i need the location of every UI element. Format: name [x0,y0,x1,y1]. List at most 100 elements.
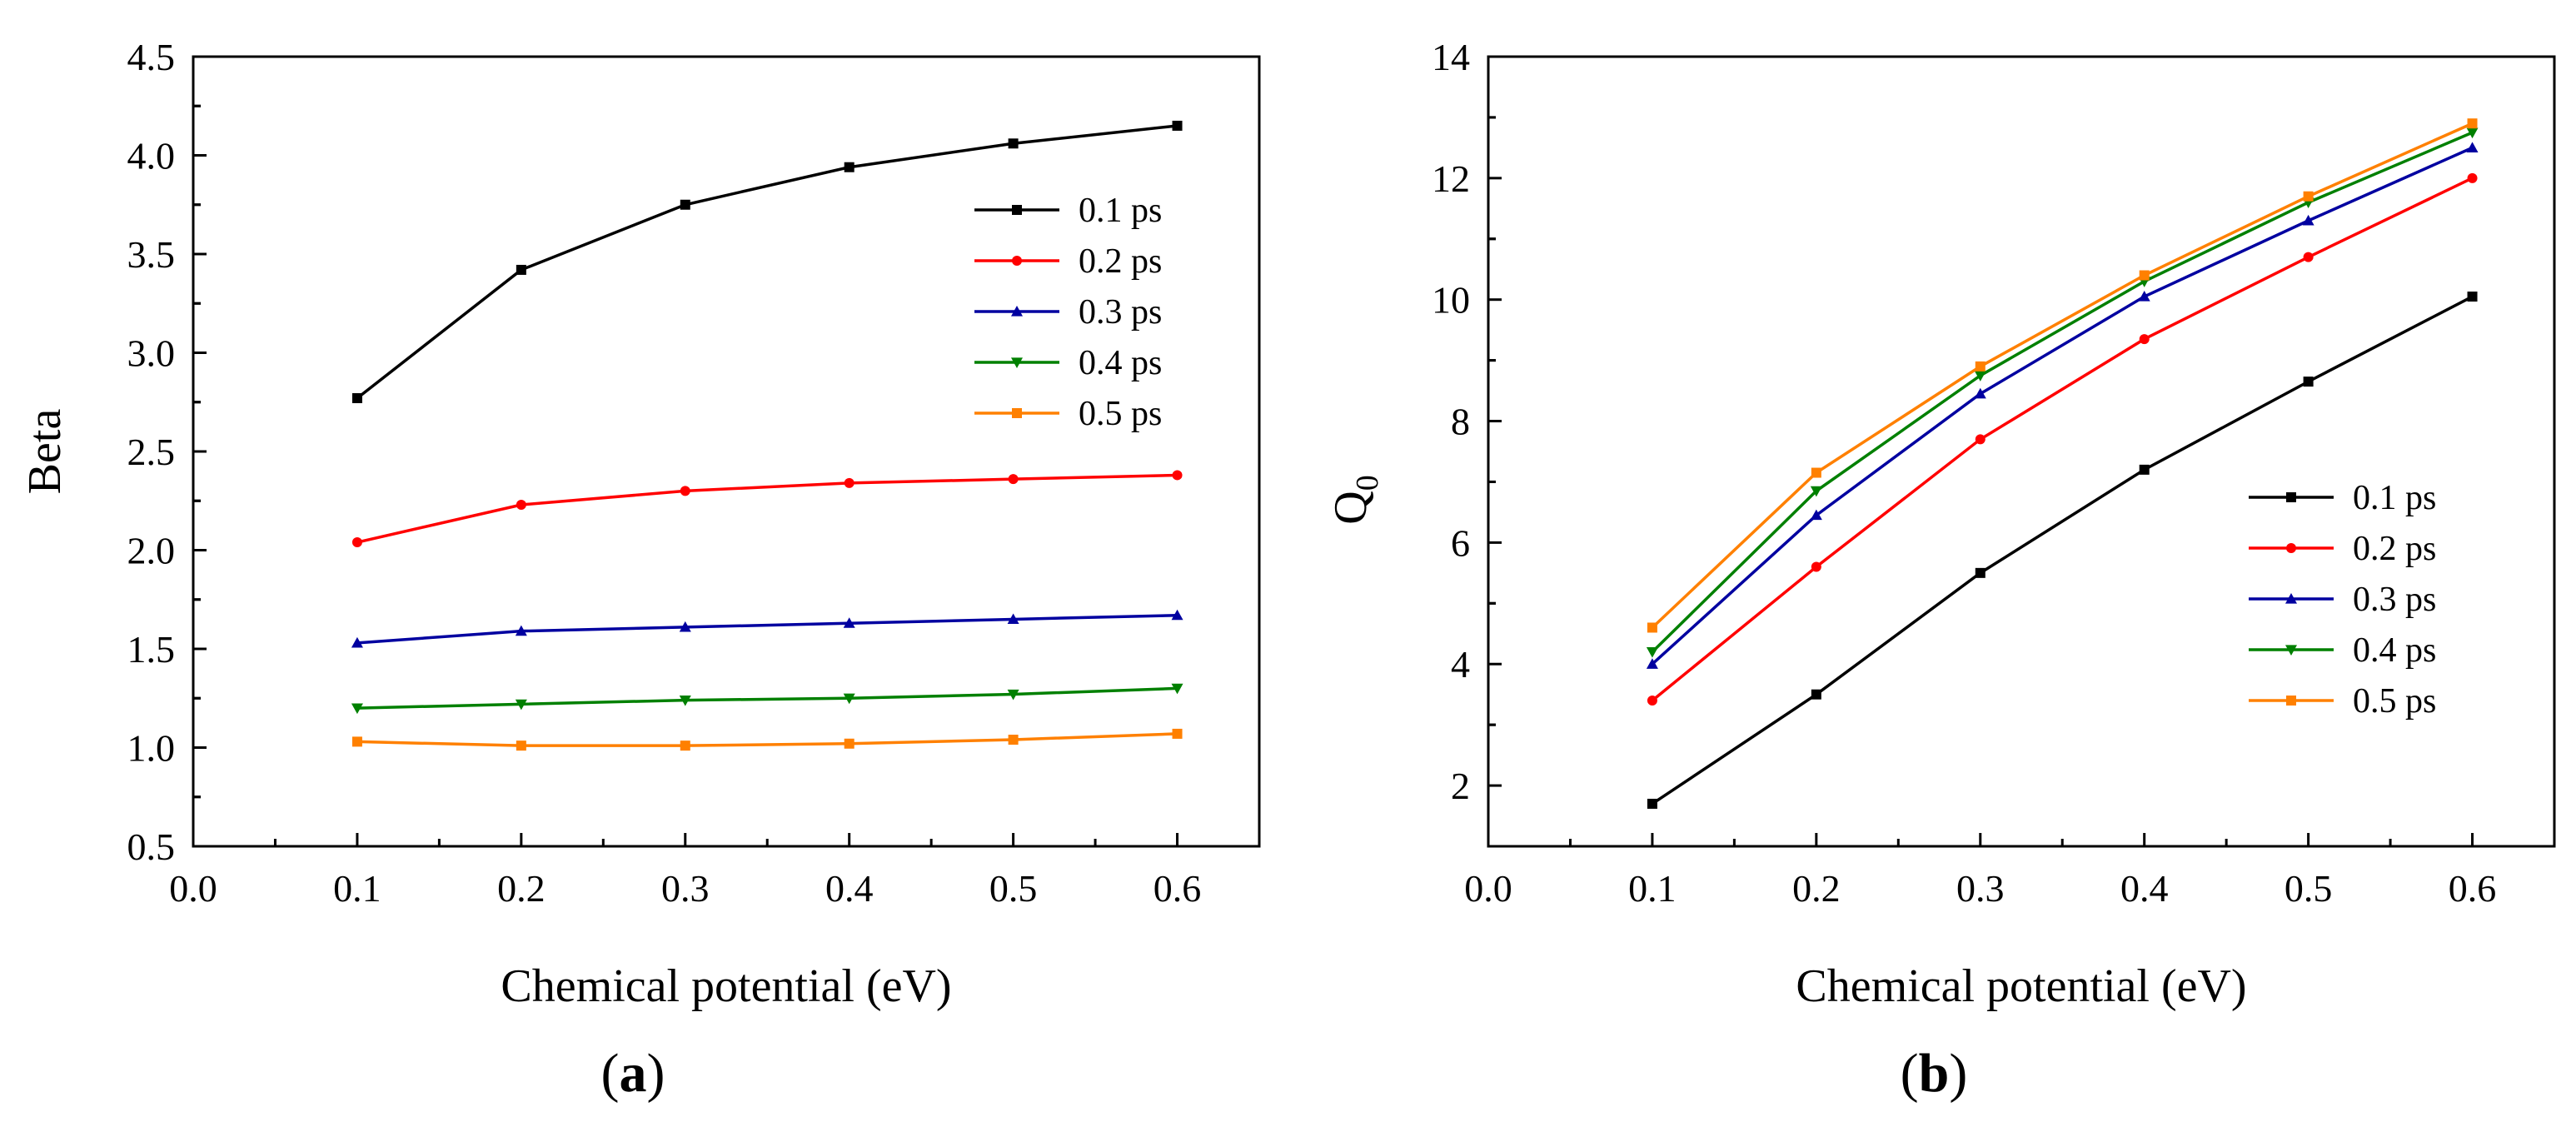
data-point [1647,695,1657,706]
panel-label-part: ( [1901,1043,1919,1104]
series-line [356,732,1178,747]
data-point [843,617,855,628]
data-point [2466,142,2479,152]
y-tick-label: 2 [1451,765,1470,807]
data-point [351,636,363,648]
data-point [515,625,527,636]
series-0-1-ps [351,120,1183,404]
data-point [1171,683,1183,695]
data-point [1172,470,1183,481]
data-point [1975,434,1986,445]
x-tick-label: 0.5 [2285,867,2333,910]
series-0-1-ps [1647,292,2478,809]
y-tick-label: 2.0 [127,530,176,572]
x-tick-label: 0.5 [989,867,1038,910]
legend-label: 0.5 ps [1079,395,1162,433]
data-point [1811,689,1821,700]
panel-label-part: ) [1949,1043,1967,1104]
y-tick-label: 4.0 [127,135,176,177]
series-0-4-ps [351,683,1183,715]
y-tick-label: 12 [1432,157,1470,200]
series-line [356,473,1178,544]
data-point [351,393,362,404]
x-tick-label: 0.0 [169,867,217,910]
data-point [1811,467,1821,478]
data-point [1008,735,1019,746]
data-point [1646,647,1658,658]
plot-frame [192,55,1261,848]
data-point [844,477,855,488]
legend-label: 0.3 ps [2353,581,2436,619]
legend-label: 0.4 ps [2353,631,2436,670]
legend-label: 0.2 ps [1079,242,1162,281]
y-tick-label: 1.5 [127,628,176,671]
data-point [1008,138,1019,149]
series-line [356,686,1178,710]
y-axis-title: Q0 [1325,475,1385,524]
data-point [2467,292,2478,302]
legend-swatch-marker [2285,645,2297,656]
y-axis-title-main: Q [1325,491,1377,524]
y-tick-label: 3.0 [127,332,176,375]
x-tick-label: 0.4 [2120,867,2169,910]
data-point [1646,658,1658,669]
legend-swatch-marker [1012,205,1022,215]
x-axis-title: Chemical potential (eV) [501,960,951,1012]
data-point [351,537,362,548]
data-point [1811,561,1821,572]
series-line [1651,177,2474,702]
data-point [680,741,690,751]
series-line [1651,295,2474,805]
panel-label-part: ) [647,1043,665,1104]
data-point [2466,127,2479,139]
y-tick-label: 3.5 [127,233,176,276]
legend-entry: 0.4 ps [2249,631,2436,670]
x-tick-label: 0.6 [2449,867,2497,910]
data-point [1975,361,1986,372]
legend-swatch-marker [1012,408,1022,418]
data-point [1647,622,1657,633]
x-tick-label: 0.6 [1153,867,1202,910]
panel-label-part: b [1919,1043,1950,1104]
x-tick-label: 0.1 [333,867,381,910]
data-point [351,736,362,747]
y-tick-label: 4.5 [127,36,176,78]
chart-panel-a: 0.0 0.1 0.2 0.3 0.4 0.5 0.6 0.5 1.0 1.5 2.0 2.5 3.0 3… [19,36,1261,1104]
legend-label: 0.1 ps [1079,192,1162,230]
legend-label: 0.4 ps [1079,344,1162,382]
data-point [1172,728,1183,739]
data-point [2139,270,2150,281]
series-line [356,613,1178,645]
data-point [679,696,691,706]
data-point [351,703,363,715]
series-line [1651,131,2474,653]
data-point [1171,609,1183,621]
data-point [2138,291,2150,302]
data-point [1647,798,1657,809]
legend-entry: 0.3 ps [2249,581,2436,619]
data-point [680,486,690,496]
data-point [844,738,855,749]
legend-entry: 0.3 ps [974,293,1162,332]
legend-entry: 0.2 ps [974,242,1162,281]
y-tick-label: 14 [1432,36,1470,78]
data-point [1810,509,1822,521]
x-tick-label: 0.3 [661,867,710,910]
y-tick-label: 8 [1451,401,1470,443]
data-point [515,699,527,711]
legend-entry: 0.5 ps [2249,682,2436,721]
legend-entry: 0.1 ps [2249,479,2436,517]
series-0-4-ps [1646,127,2479,658]
y-tick-label: 10 [1432,279,1470,322]
chart-panel-b: 0.0 0.1 0.2 0.3 0.4 0.5 0.6 2 4 6 8 10 12 14 0.1 ps 0.2… [1325,36,2556,1104]
legend-swatch-marker [2286,696,2296,706]
data-point [1810,486,1822,497]
data-point [2302,214,2314,226]
legend-label: 0.1 ps [2353,479,2436,517]
data-point [843,693,855,705]
panel-label-part: a [620,1043,647,1104]
y-axis-title-main: Beta [19,409,71,495]
plot-frame [1487,55,2556,848]
legend-swatch-marker [1011,357,1023,368]
